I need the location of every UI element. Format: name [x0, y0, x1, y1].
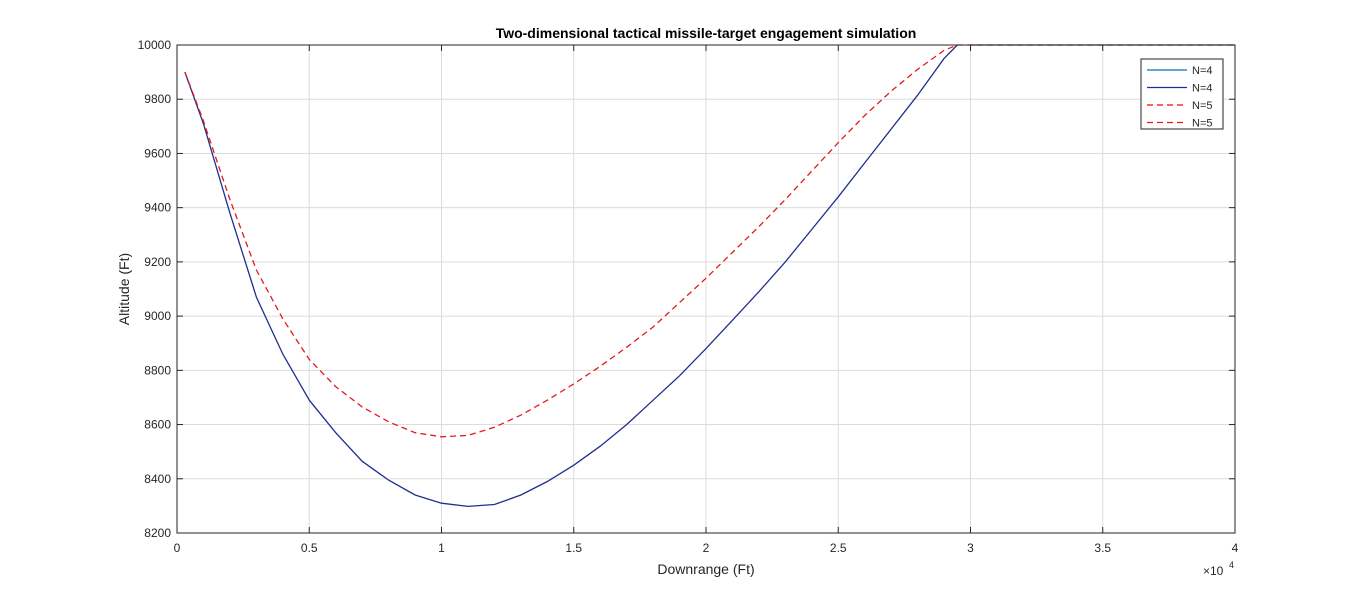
legend: N=4 N=4 N=5 N=5	[1140, 58, 1224, 130]
y-tick-label: 8600	[144, 418, 171, 432]
y-tick-label: 8200	[144, 526, 171, 540]
legend-entry-label: N=5	[1192, 100, 1213, 112]
y-axis-label: Altitude (Ft)	[116, 253, 132, 325]
legend-entry-label: N=4	[1192, 83, 1213, 95]
x-tick-label: 1	[438, 541, 445, 555]
legend-box	[1140, 58, 1224, 130]
y-tick-label: 9200	[144, 255, 171, 269]
chart-title: Two-dimensional tactical missile-target …	[496, 25, 917, 41]
x-tick-labels: 0 0.5 1 1.5 2 2.5 3 3.5 4	[174, 541, 1239, 555]
x-tick-label: 0.5	[301, 541, 318, 555]
x-axis-label: Downrange (Ft)	[657, 561, 754, 577]
x-tick-label: 1.5	[565, 541, 582, 555]
y-tick-label: 9000	[144, 309, 171, 323]
series-line-4	[184, 44, 958, 438]
x-tick-label: 0	[174, 541, 181, 555]
x-tick-label: 4	[1232, 541, 1239, 555]
y-tick-label: 10000	[138, 38, 172, 52]
y-tick-label: 8800	[144, 363, 171, 377]
x-tick-label: 2.5	[830, 541, 847, 555]
legend-entry-label: N=5	[1192, 118, 1213, 130]
x-tick-label: 3	[967, 541, 974, 555]
x-axis-exponent: ×10 4	[1203, 560, 1234, 578]
y-tick-label: 9800	[144, 92, 171, 106]
y-tick-label: 9600	[144, 146, 171, 160]
x-tick-label: 3.5	[1094, 541, 1111, 555]
y-tick-label: 9400	[144, 201, 171, 215]
x-axis-exponent-base: ×10	[1203, 564, 1224, 578]
y-tick-labels: 8200 8400 8600 8800 9000 9200 9400 9600 9800 1000…	[138, 38, 172, 540]
x-tick-label: 2	[703, 541, 710, 555]
series-line-2	[184, 44, 958, 508]
x-axis-exponent-power: 4	[1229, 560, 1234, 570]
axis-ticks	[176, 44, 1236, 534]
y-tick-label: 8400	[144, 472, 171, 486]
legend-entry-label: N=4	[1192, 65, 1213, 77]
